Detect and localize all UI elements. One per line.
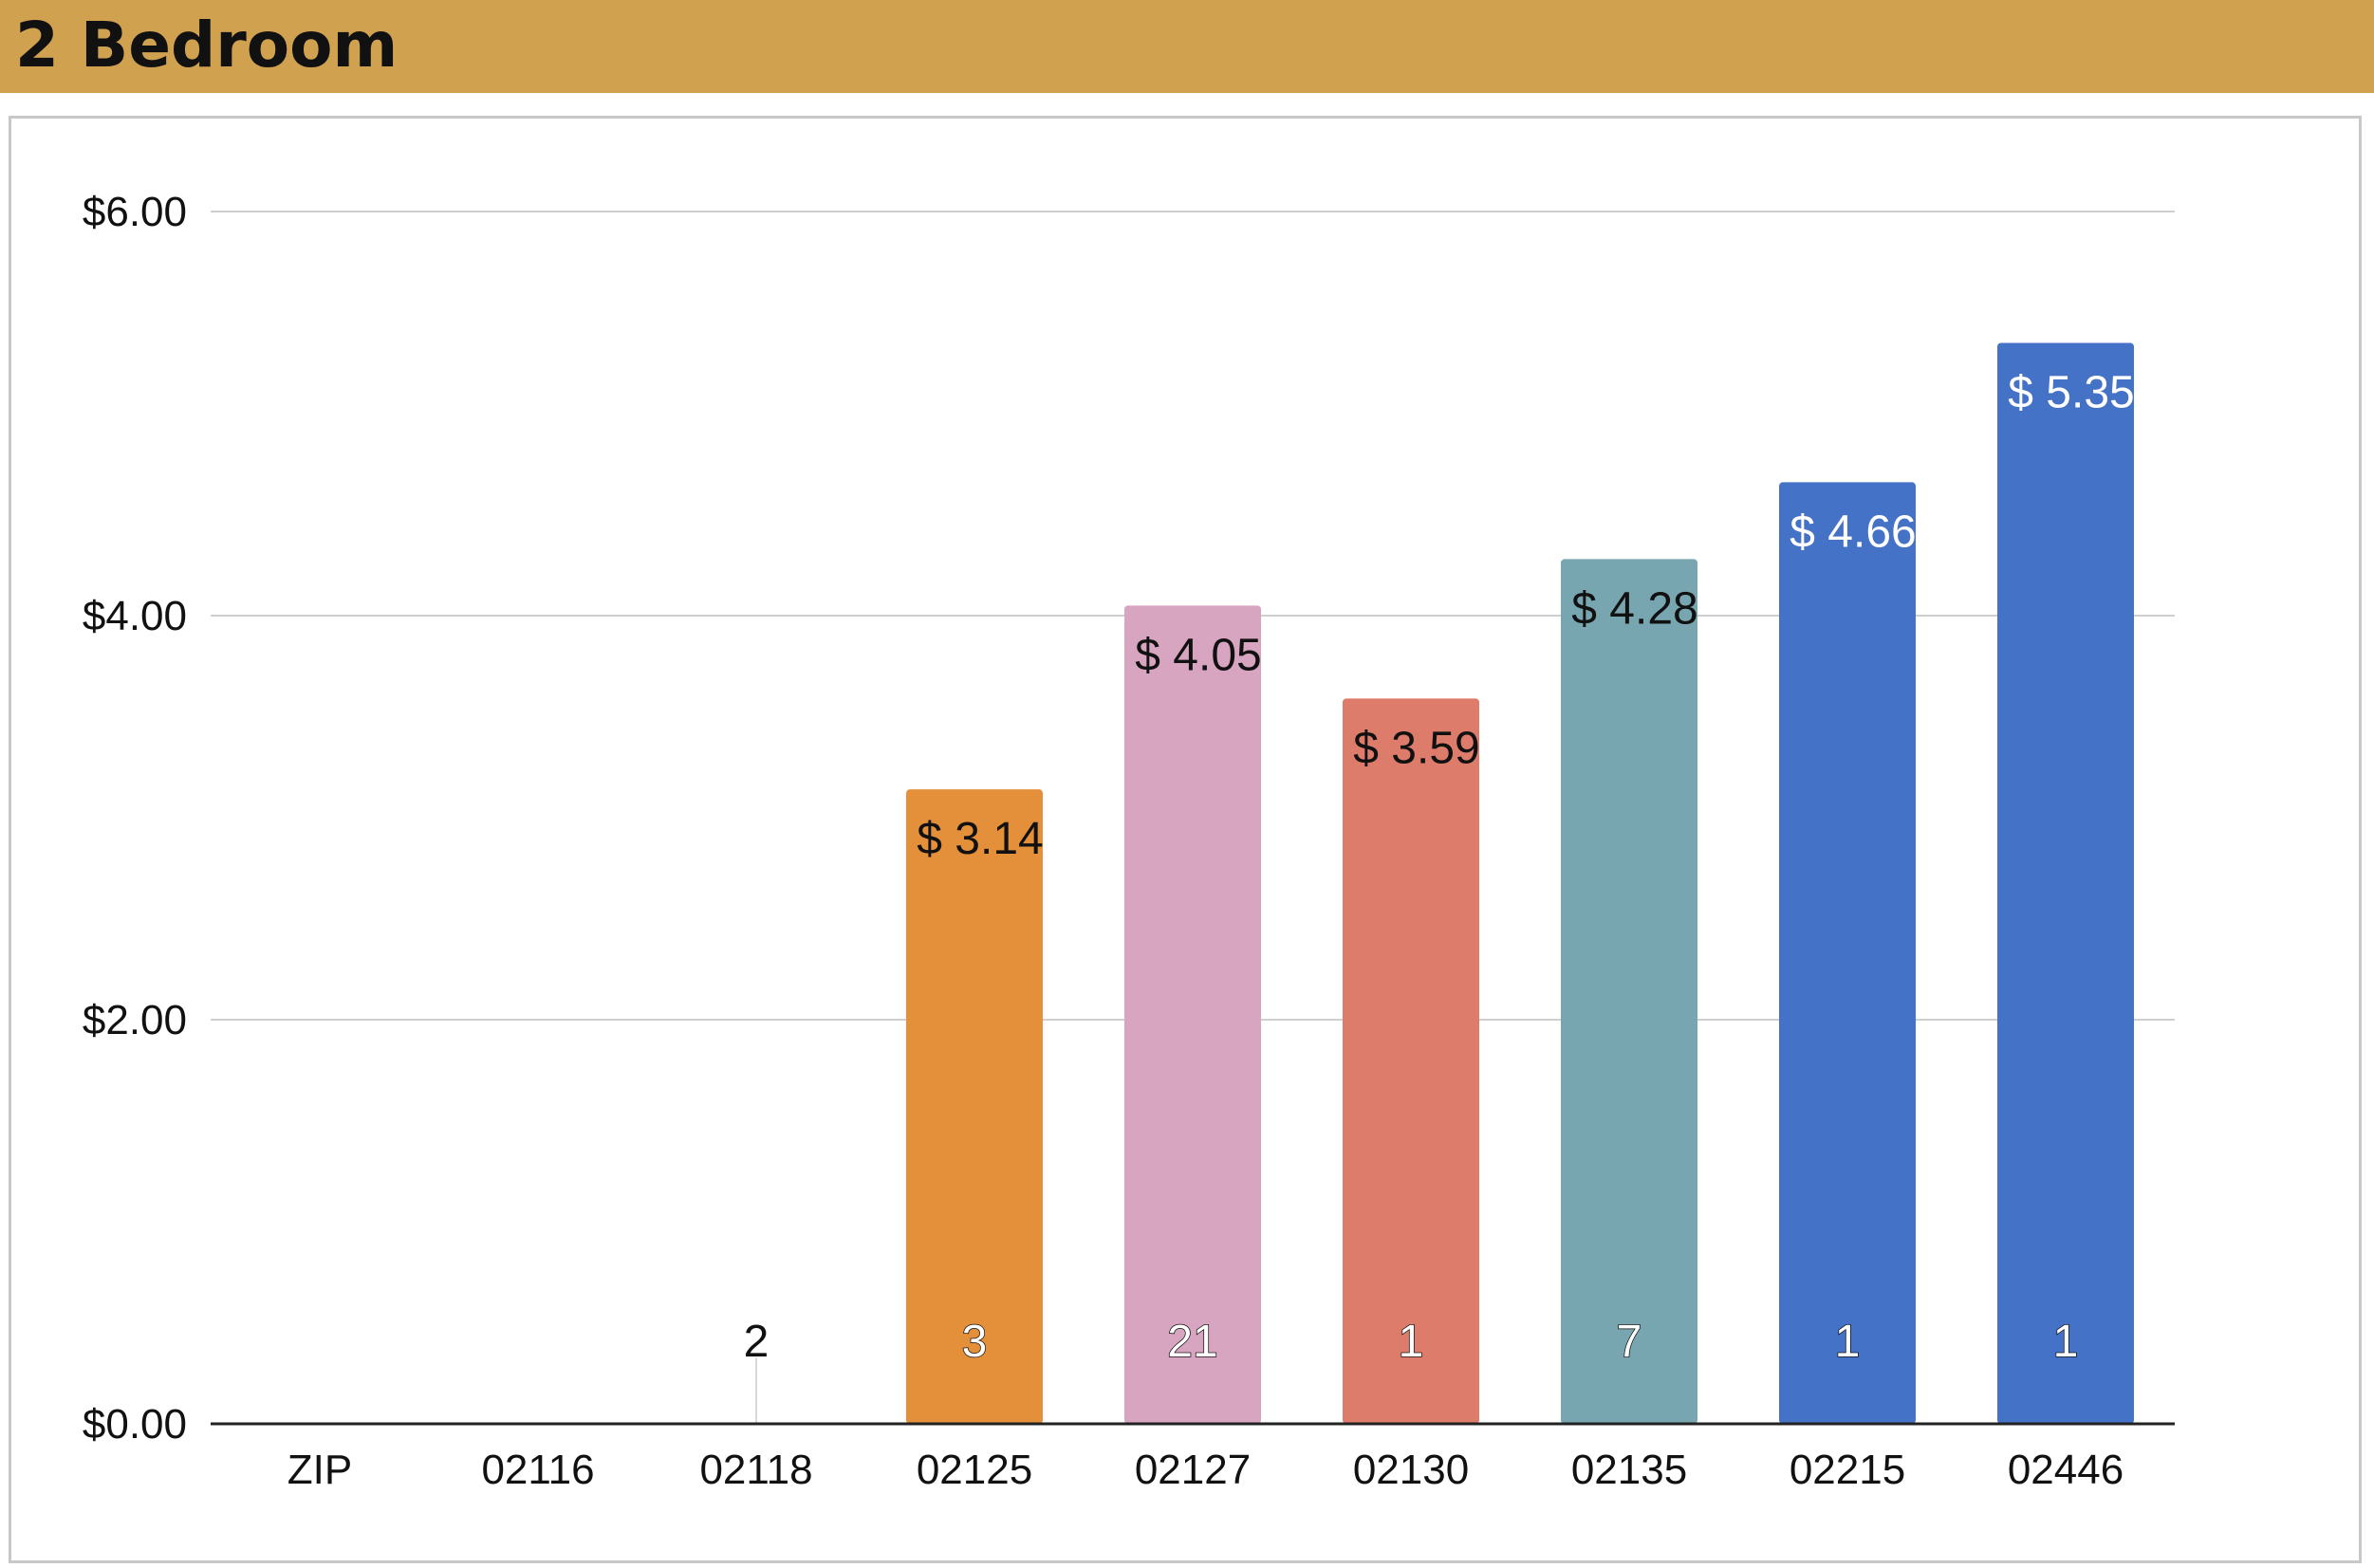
bar-value-label: $ 4.05 xyxy=(1135,630,1261,680)
bar-count-label: 2 xyxy=(744,1317,770,1367)
x-tick-label: ZIP xyxy=(287,1447,352,1493)
bar-count-label: 1 xyxy=(1835,1317,1861,1367)
bar xyxy=(906,789,1043,1424)
bar-count-label: 7 xyxy=(1617,1317,1642,1367)
bar-value-label: $ 5.35 xyxy=(2008,367,2134,417)
chart-header-bar: 2 Bedroom xyxy=(0,0,2374,93)
bar-count-label: 1 xyxy=(1399,1317,1424,1367)
x-tick-label: 02215 xyxy=(1790,1447,1905,1493)
bar xyxy=(1561,559,1697,1424)
bar-value-label: $ 4.28 xyxy=(1571,583,1697,634)
bar-count-label: 1 xyxy=(2053,1317,2079,1367)
x-tick-label: 02446 xyxy=(2008,1447,2124,1493)
bar-value-label: $ 3.14 xyxy=(917,814,1043,864)
bar-chart: $0.00 $2.00 $4.00 $6.00 $ 3.14 $ 4.05 $ 3.59 $ … xyxy=(83,189,2175,1493)
y-tick-label: $4.00 xyxy=(83,593,187,639)
x-tick-label: 02127 xyxy=(1135,1447,1251,1493)
y-tick-label: $6.00 xyxy=(83,189,187,235)
x-tick-label: 02125 xyxy=(917,1447,1032,1493)
x-tick-label: 02130 xyxy=(1353,1447,1469,1493)
bar-count-label: 21 xyxy=(1167,1317,1217,1367)
bar xyxy=(1997,342,2134,1425)
chart-title: 2 Bedroom xyxy=(15,9,399,82)
bar-value-label: $ 4.66 xyxy=(1790,507,1916,557)
x-tick-label: 02118 xyxy=(699,1447,812,1493)
x-tick-label: 02135 xyxy=(1571,1447,1687,1493)
y-tick-label: $2.00 xyxy=(83,997,187,1043)
bar xyxy=(1124,605,1261,1424)
bar xyxy=(1343,698,1479,1424)
bar xyxy=(1779,482,1916,1424)
y-tick-label: $0.00 xyxy=(83,1401,187,1448)
chart-frame: $0.00 $2.00 $4.00 $6.00 $ 3.14 $ 4.05 $ 3.59 $ … xyxy=(9,116,2362,1563)
x-tick-label: 02116 xyxy=(481,1447,594,1493)
bar-count-label: 3 xyxy=(962,1317,988,1367)
bar-value-label: $ 3.59 xyxy=(1353,723,1479,773)
